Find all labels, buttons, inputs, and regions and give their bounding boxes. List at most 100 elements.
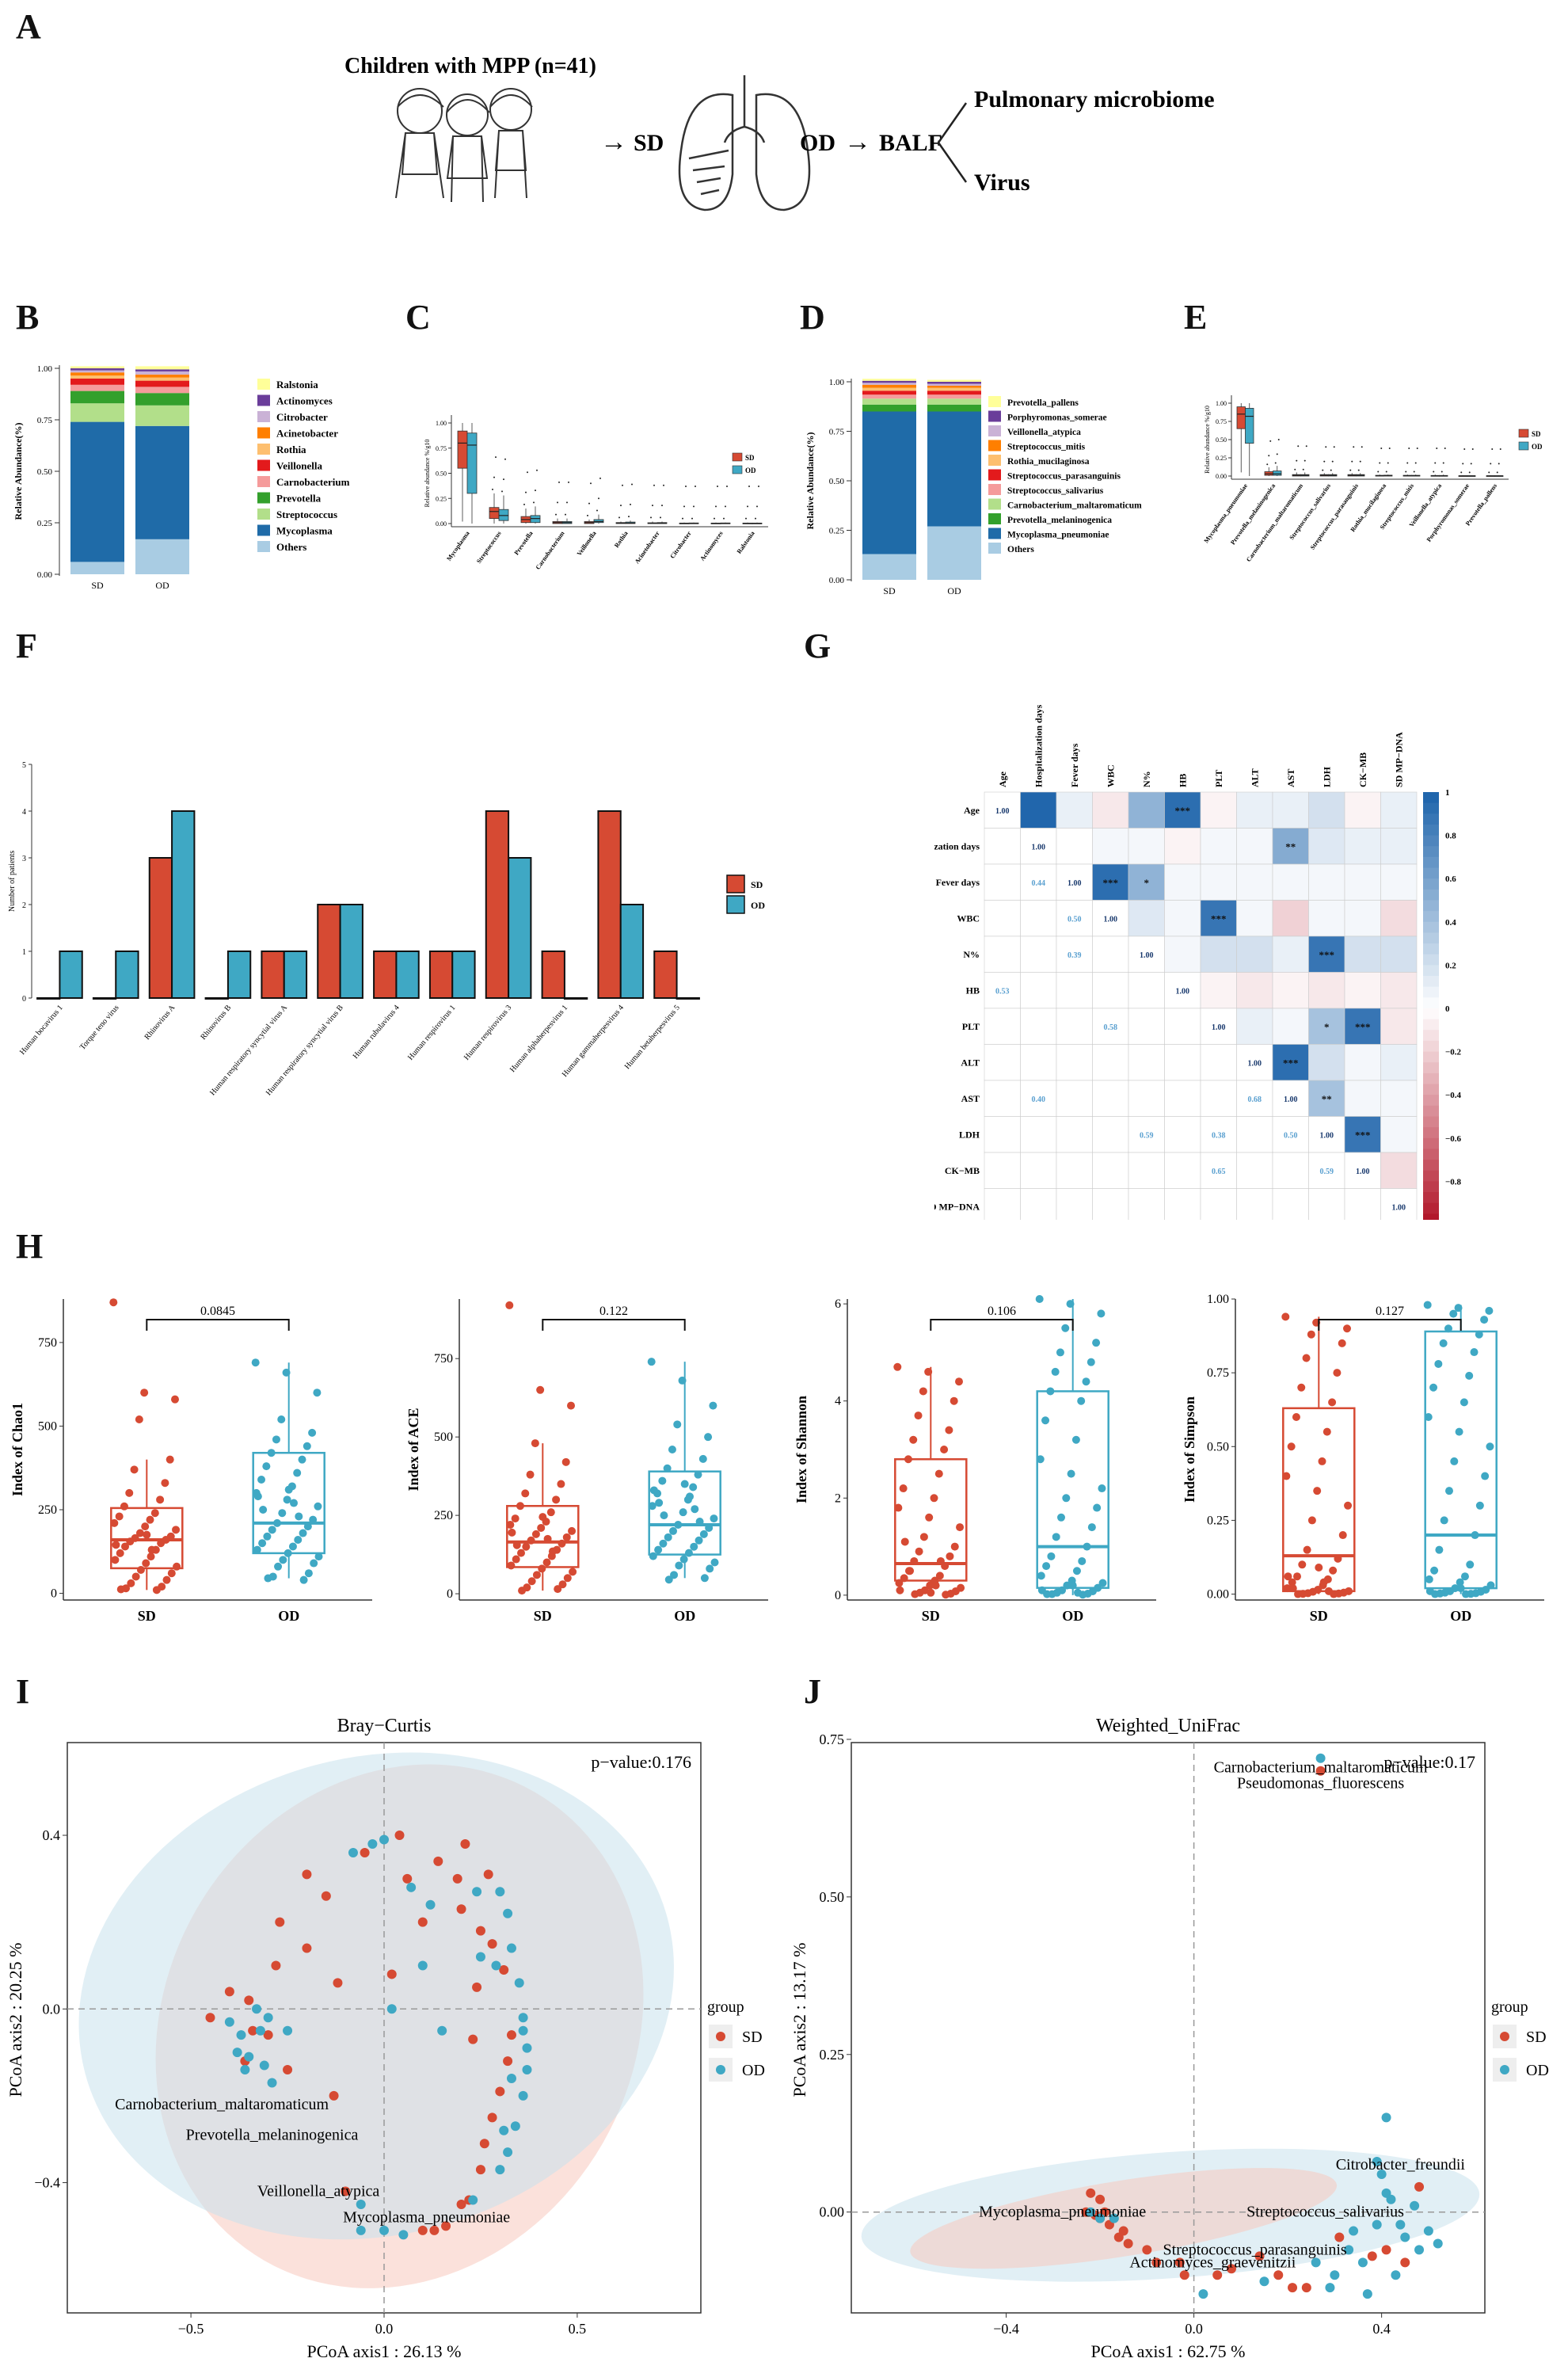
bar-segment: [862, 379, 916, 381]
outlier: [1468, 471, 1471, 474]
data-point: [698, 1454, 707, 1463]
heatmap-cell: [1092, 1044, 1129, 1081]
heatmap-cell: [1272, 1080, 1309, 1117]
row-label: PLT: [962, 1021, 980, 1032]
box: [1236, 406, 1246, 429]
outlier: [622, 484, 623, 486]
heatmap-cell: [1308, 1008, 1345, 1045]
data-point: [475, 1952, 485, 1962]
data-point: [1086, 2207, 1096, 2217]
y-axis-label: Index of ACE: [405, 1408, 421, 1491]
data-point: [510, 2121, 520, 2132]
data-point: [173, 1562, 181, 1571]
colorbar-segment: [1423, 1202, 1439, 1214]
data-point: [925, 1513, 934, 1522]
panel-label-a: A: [16, 7, 41, 46]
data-point: [1430, 1566, 1439, 1575]
data-point: [691, 1505, 699, 1514]
correlation-value: 0.50: [1068, 915, 1082, 924]
data-point: [1460, 1572, 1469, 1581]
heatmap-cell: [1236, 1116, 1273, 1153]
y-tick-label: 1.00: [37, 364, 53, 374]
data-point: [274, 1562, 283, 1571]
outlier: [631, 483, 633, 486]
bar-segment: [927, 383, 981, 386]
heatmap-cell: [1164, 1080, 1201, 1117]
x-tick-label: Citrobacter: [668, 530, 692, 560]
heatmap-cell: [1164, 791, 1201, 829]
data-point: [1470, 1348, 1479, 1357]
data-point: [919, 1533, 928, 1541]
box: [457, 430, 468, 469]
data-point: [263, 1532, 272, 1541]
bar: [148, 857, 173, 999]
y-tick-label: 250: [434, 1509, 453, 1522]
heatmap-cell: [1344, 1116, 1381, 1153]
data-point: [1282, 1472, 1291, 1480]
data-point: [1450, 1457, 1459, 1465]
data-point: [678, 1376, 687, 1385]
y-tick-label: 0: [447, 1587, 453, 1601]
data-point: [926, 1581, 934, 1590]
data-point: [259, 2060, 269, 2071]
data-point: [1455, 1427, 1463, 1436]
data-point: [538, 1564, 546, 1573]
data-point: [660, 1511, 668, 1520]
data-point: [1323, 1427, 1331, 1436]
bar-segment: [135, 425, 189, 539]
heatmap-cell: [1200, 1116, 1237, 1153]
data-point: [1456, 1584, 1465, 1593]
panel-label-e: E: [1184, 298, 1208, 337]
data-point: [130, 1465, 139, 1474]
heatmap-cell: [1056, 1116, 1093, 1153]
colorbar-segment: [1423, 813, 1439, 825]
data-point: [1095, 2213, 1106, 2223]
outlier: [1353, 446, 1355, 448]
colorbar-segment: [1423, 1170, 1439, 1182]
outlier: [1463, 448, 1466, 450]
data-point: [236, 2030, 246, 2040]
x-tick-label: −0.5: [178, 2321, 204, 2337]
bar-segment: [135, 366, 189, 370]
data-point: [558, 1539, 566, 1548]
data-point: [1381, 2245, 1391, 2255]
data-point: [705, 1523, 714, 1532]
heatmap-cell: [1380, 1080, 1418, 1117]
bar-segment: [135, 380, 189, 387]
heatmap-cell: [1128, 863, 1165, 901]
data-point: [1083, 1542, 1091, 1551]
colorbar-segment: [1423, 889, 1439, 901]
p-value: 0.106: [988, 1305, 1016, 1318]
outlier: [536, 469, 538, 471]
data-point: [468, 2034, 478, 2044]
outlier: [1303, 459, 1306, 462]
diagonal-value: 1.00: [1320, 1131, 1334, 1140]
bar-segment: [135, 393, 189, 406]
bar-segment: [135, 374, 189, 378]
data-point: [512, 1541, 521, 1549]
data-point: [1343, 1324, 1351, 1333]
data-point: [648, 1502, 657, 1511]
data-point: [1123, 2238, 1133, 2249]
bar: [676, 997, 700, 1000]
heatmap-cell: [1128, 828, 1165, 865]
legend-swatch: [257, 411, 270, 422]
outlier: [1277, 439, 1280, 440]
heatmap-cell: [1236, 1044, 1273, 1081]
bar-segment: [862, 384, 916, 388]
legend-title: group: [1491, 1998, 1528, 2016]
data-point: [1046, 1387, 1055, 1396]
box: [498, 509, 509, 521]
branch-arrows: [937, 102, 968, 183]
heatmap-cell: [1020, 1188, 1057, 1220]
heatmap-cell: [1272, 1188, 1309, 1220]
data-point: [935, 1571, 944, 1580]
data-point: [518, 2090, 528, 2101]
box: [1245, 408, 1254, 444]
outlier: [1408, 448, 1410, 450]
heatmap-cell: [1272, 1152, 1309, 1189]
data-point: [896, 1586, 904, 1594]
heatmap-cell: [1272, 1008, 1309, 1045]
data-point: [1074, 1588, 1082, 1597]
x-tick-label: Torque teno virus: [78, 1004, 121, 1052]
